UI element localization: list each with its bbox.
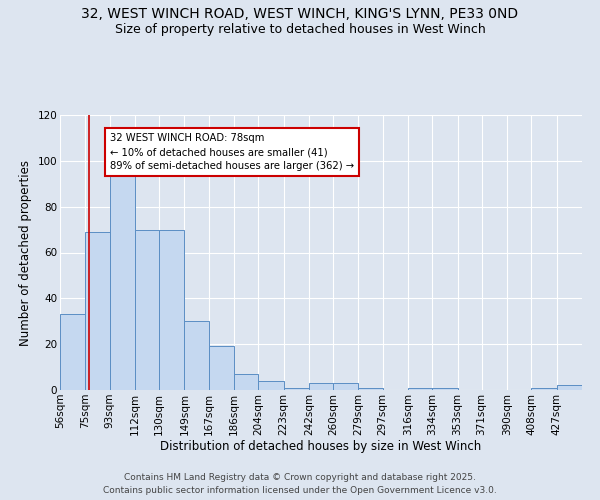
Bar — [184, 322, 209, 390]
Bar — [309, 383, 333, 390]
Text: 32, WEST WINCH ROAD, WEST WINCH, KING'S LYNN, PE33 0ND: 32, WEST WINCH ROAD, WEST WINCH, KING'S … — [82, 8, 518, 22]
Bar — [258, 381, 284, 390]
Bar — [408, 388, 432, 390]
Text: Size of property relative to detached houses in West Winch: Size of property relative to detached ho… — [115, 22, 485, 36]
Bar — [159, 230, 184, 390]
Text: Contains HM Land Registry data © Crown copyright and database right 2025.
Contai: Contains HM Land Registry data © Crown c… — [103, 474, 497, 495]
Bar — [333, 383, 358, 390]
Bar — [432, 388, 458, 390]
Y-axis label: Number of detached properties: Number of detached properties — [19, 160, 32, 346]
Bar — [557, 386, 582, 390]
X-axis label: Distribution of detached houses by size in West Winch: Distribution of detached houses by size … — [160, 440, 482, 454]
Bar — [135, 230, 159, 390]
Bar — [110, 161, 135, 390]
Bar — [358, 388, 383, 390]
Text: 32 WEST WINCH ROAD: 78sqm
← 10% of detached houses are smaller (41)
89% of semi-: 32 WEST WINCH ROAD: 78sqm ← 10% of detac… — [110, 134, 353, 172]
Bar — [209, 346, 234, 390]
Bar — [531, 388, 557, 390]
Bar — [60, 314, 85, 390]
Bar — [234, 374, 258, 390]
Bar — [284, 388, 309, 390]
Bar — [85, 232, 110, 390]
